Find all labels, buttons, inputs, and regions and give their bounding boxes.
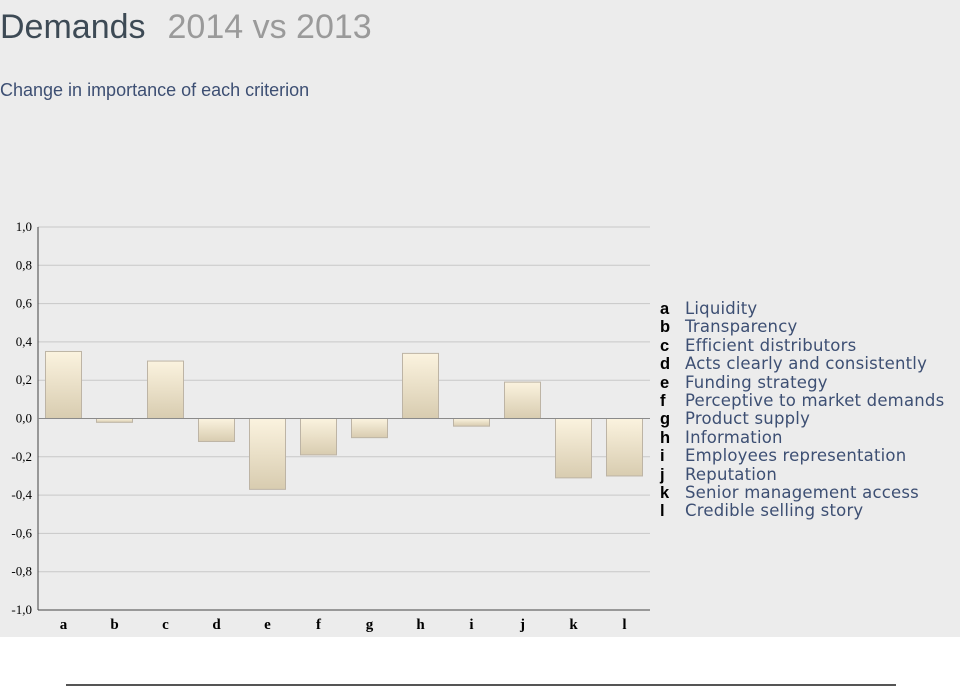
legend-label: Efficient distributors [685,335,857,355]
x-tick-label: g [366,617,374,633]
legend-label: Credible selling story [685,501,864,521]
bar-d [198,418,235,442]
legend-item: d Acts clearly and consistently [660,354,944,374]
legend-label: Transparency [685,317,798,337]
y-tick-label: 0,4 [16,334,33,349]
legend-key: j [660,465,665,484]
bar-g [351,418,388,439]
y-tick-label: 0,2 [16,372,32,387]
bar-h [402,352,439,420]
legend-label: Reputation [685,464,777,484]
title-suffix: 2014 vs 2013 [167,8,372,46]
y-tick-label: 0,0 [16,411,32,426]
x-tick-label: h [416,617,425,633]
x-tick-labels: a b c d e f g h i j k l [60,617,627,633]
bottom-divider [66,684,896,686]
y-tick-label: 1,0 [16,219,32,234]
y-tick-label: -0,2 [11,449,32,464]
y-tick-label: -0,6 [11,525,32,540]
y-tick-label: 0,6 [16,296,33,311]
x-tick-label: a [60,617,68,633]
legend-key: i [660,447,665,466]
bar-k [555,418,592,479]
legend-key: h [660,428,671,447]
legend-key: g [660,410,671,429]
y-tick-labels: 1,0 0,8 0,6 0,4 0,2 0,0 -0,2 -0,4 -0,6 -0,8 -1,0 [11,219,32,617]
chart-panel [0,0,960,637]
legend-key: b [660,318,671,337]
legend-label: Employees representation [685,446,907,466]
x-tick-label: d [212,617,221,633]
x-tick-label: f [316,617,322,633]
bars [45,350,643,490]
legend-key: e [660,373,670,392]
legend-key: k [660,484,670,503]
y-tick-label: -0,8 [11,564,32,579]
legend-label: Information [685,427,783,447]
legend-item: e Funding strategy [660,372,944,392]
x-tick-label: b [110,617,118,633]
bar-j [504,381,541,419]
axes [37,227,650,611]
bar-f [300,418,337,456]
legend-key: f [660,392,666,411]
legend-item: g Product supply [660,409,944,429]
bar-a [45,350,82,420]
legend-item: a Liquidity [660,299,944,318]
x-tick-label: l [622,617,626,633]
legend-label: Acts clearly and consistently [685,354,928,374]
bar-c [147,360,184,419]
legend-item: k Senior management access [660,483,944,503]
chart-subtitle: Change in importance of each criterion [0,80,310,100]
bar-e [249,418,286,490]
legend-item: l Credible selling story [660,501,944,521]
legend: a Liquidity b Transparency c Efficient distri… [660,299,945,521]
legend-key: d [660,355,671,374]
y-tick-label: -1,0 [11,602,32,617]
legend-item: h Information [660,427,944,447]
legend-key: c [660,336,670,355]
legend-item: j Reputation [660,464,944,484]
legend-label: Perceptive to market demands [685,391,945,411]
title-main: Demands [0,8,146,46]
y-tick-label: -0,4 [11,487,32,502]
legend-label: Funding strategy [685,372,828,392]
x-tick-label: j [519,617,525,633]
legend-item: b Transparency [660,317,944,337]
legend-item: i Employees representation [660,446,944,466]
bar-l [606,418,643,477]
page-title: Demands 2014 vs 2013 [0,8,372,47]
legend-label: Senior management access [685,483,919,503]
bar-i [453,418,490,427]
legend-label: Product supply [685,409,811,429]
x-tick-label: e [264,617,271,633]
bar-b [96,418,133,423]
x-tick-label: c [162,617,169,633]
x-tick-label: k [569,617,578,633]
legend-label: Liquidity [685,299,758,318]
legend-key: a [660,300,670,318]
legend-item: c Efficient distributors [660,335,944,355]
y-tick-label: 0,8 [16,257,32,272]
x-tick-label: i [469,617,473,633]
legend-key: l [660,502,665,521]
legend-item: f Perceptive to market demands [660,391,945,411]
